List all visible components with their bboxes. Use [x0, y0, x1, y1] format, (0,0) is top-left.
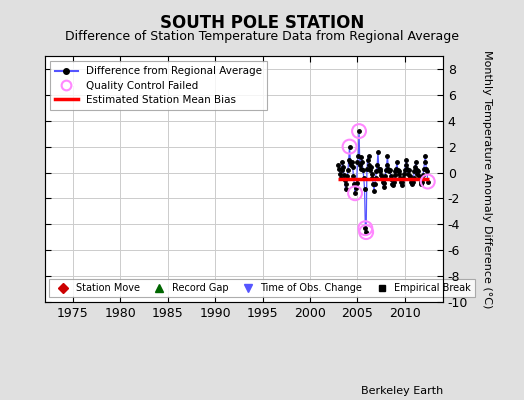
- Point: [355, 128, 363, 134]
- Y-axis label: Monthly Temperature Anomaly Difference (°C): Monthly Temperature Anomaly Difference (…: [482, 50, 492, 308]
- Point: [423, 178, 432, 185]
- Point: [345, 144, 354, 150]
- Point: [351, 190, 359, 196]
- Text: Difference of Station Temperature Data from Regional Average: Difference of Station Temperature Data f…: [65, 30, 459, 43]
- Text: Berkeley Earth: Berkeley Earth: [361, 386, 443, 396]
- Text: SOUTH POLE STATION: SOUTH POLE STATION: [160, 14, 364, 32]
- Legend: Station Move, Record Gap, Time of Obs. Change, Empirical Break: Station Move, Record Gap, Time of Obs. C…: [49, 279, 475, 297]
- Point: [362, 229, 370, 235]
- Point: [361, 225, 369, 231]
